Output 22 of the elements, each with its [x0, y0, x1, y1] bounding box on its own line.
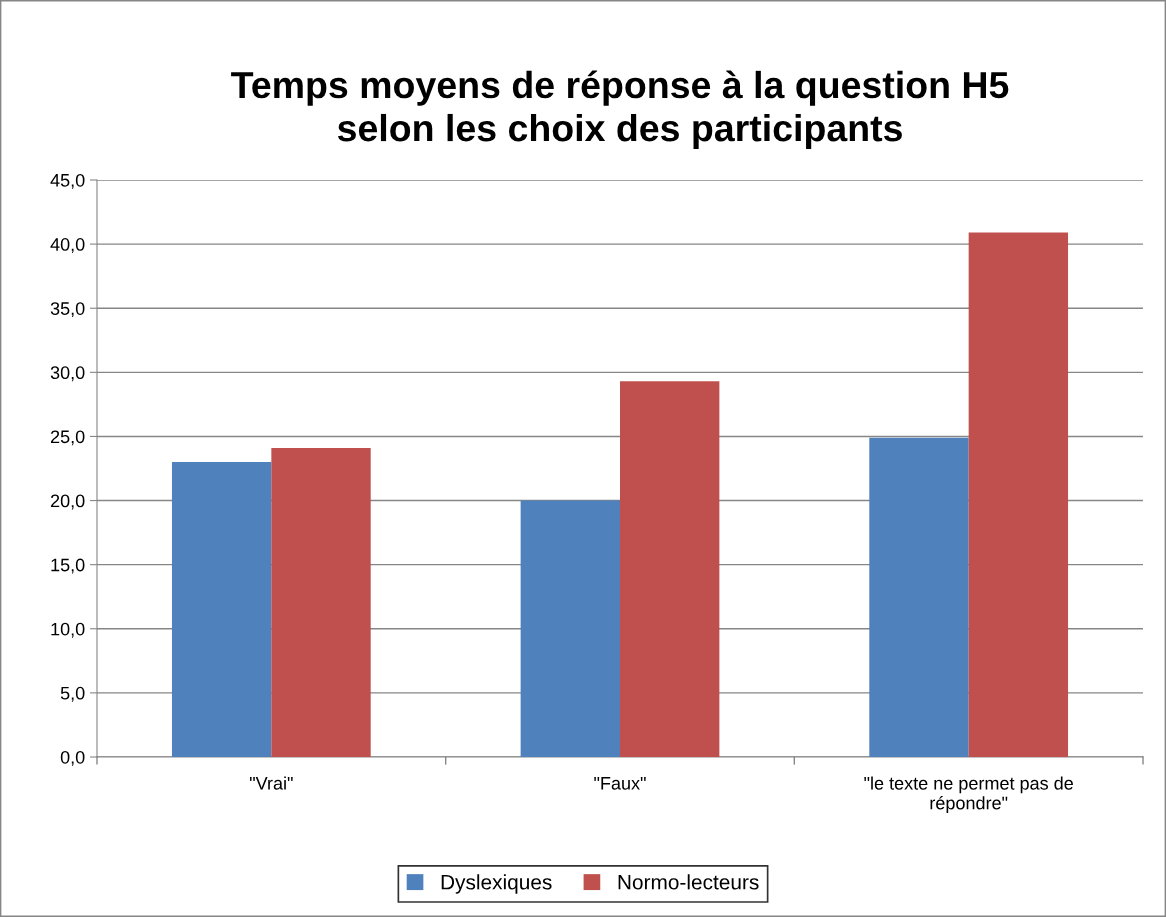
chart-title: Temps moyens de réponse à la question H5 selon les choix des participants: [231, 70, 1009, 149]
y-tick-label: 35,0: [50, 302, 85, 318]
x-tick-label: "le texte ne permet pas de répondre": [864, 776, 1073, 813]
legend-label: Dyslexiques: [441, 874, 552, 894]
y-tick-label: 40,0: [50, 238, 85, 253]
y-tick-label: 10,0: [51, 622, 85, 638]
y-tick-label: 25,0: [50, 430, 85, 446]
y-tick-label: 5,0: [60, 686, 85, 702]
bar: [869, 437, 969, 757]
bar: [968, 232, 1069, 757]
legend-label: Normo-lecteurs: [618, 874, 759, 890]
bar: [271, 447, 371, 757]
bar: [171, 462, 272, 757]
y-tick-label: 30,0: [50, 366, 85, 382]
y-tick-label: 20,0: [50, 494, 85, 510]
y-tick-label: 0,0: [60, 750, 85, 766]
y-tick-label: 45,0: [50, 173, 85, 189]
bar: [520, 500, 620, 757]
bar: [620, 381, 720, 757]
x-tick-label: "Faux": [594, 777, 646, 790]
x-tick-label: "Vrai": [249, 776, 293, 790]
y-tick-label: 15,0: [51, 558, 85, 574]
